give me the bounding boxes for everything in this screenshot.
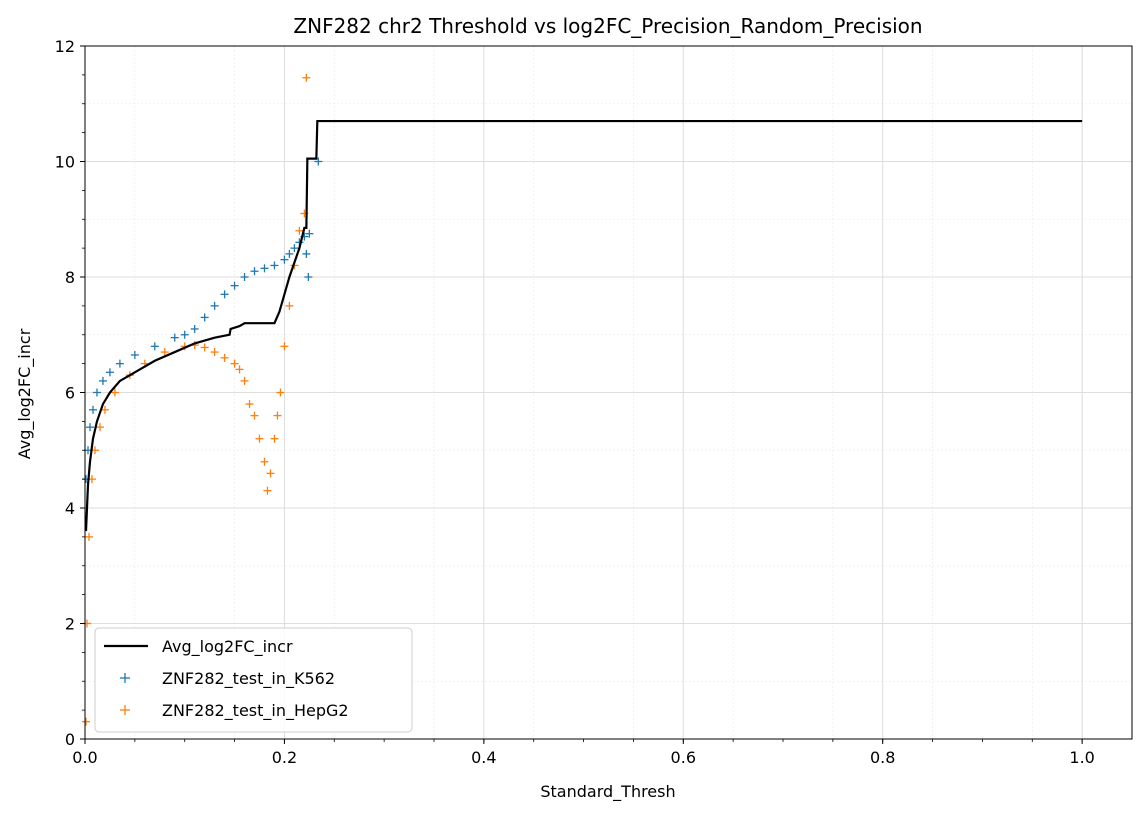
hepg2-point — [255, 434, 264, 443]
x-axis-label: Standard_Thresh — [540, 782, 675, 802]
legend-marker-hepg2 — [120, 705, 130, 715]
k562-point — [305, 229, 314, 238]
x-tick-label: 1.0 — [1069, 748, 1094, 767]
hepg2-point — [220, 353, 229, 362]
avg-log2fc-line — [84, 119, 1083, 532]
legend: Avg_log2FC_incr ZNF282_test_in_K562 ZNF2… — [94, 627, 413, 733]
x-tick-label: 0.2 — [272, 748, 297, 767]
plot-area — [81, 73, 1083, 726]
k562-point — [210, 301, 219, 310]
y-tick-label: 6 — [65, 384, 75, 403]
y-tick-label: 0 — [65, 730, 75, 749]
hepg2-point — [302, 73, 311, 82]
hepg2-series — [81, 73, 311, 726]
k562-point — [240, 273, 249, 281]
k562-point — [302, 249, 311, 258]
k562-point — [180, 330, 189, 339]
hepg2-point — [270, 434, 279, 443]
k562-point — [130, 350, 139, 359]
legend-label-avg: Avg_log2FC_incr — [162, 637, 293, 657]
k562-point — [285, 249, 294, 258]
hepg2-point — [276, 388, 285, 397]
hepg2-point — [84, 532, 93, 541]
legend-label-hepg2: ZNF282_test_in_HepG2 — [162, 701, 349, 721]
hepg2-point — [230, 359, 239, 368]
k562-point — [85, 423, 94, 432]
hepg2-point — [295, 226, 304, 235]
x-tick-label: 0.8 — [870, 748, 895, 767]
x-tick-label: 0.0 — [72, 748, 97, 767]
k562-point — [190, 324, 199, 333]
k562-point — [170, 333, 179, 342]
y-axis-label: Avg_log2FC_incr — [15, 328, 35, 459]
hepg2-point — [263, 486, 272, 495]
y-tick-label: 10 — [55, 153, 75, 172]
k562-point — [250, 267, 259, 276]
k562-point — [88, 405, 97, 414]
hepg2-point — [235, 365, 244, 374]
k562-point — [270, 261, 279, 270]
chart-title: ZNF282 chr2 Threshold vs log2FC_Precisio… — [293, 14, 922, 38]
k562-point — [98, 376, 107, 385]
k562-point — [92, 388, 101, 397]
hepg2-point — [110, 388, 119, 397]
hepg2-point — [100, 405, 109, 414]
ticks: 0.0 0.2 0.4 0.6 0.8 1.0 0 2 4 6 8 10 12 — [55, 37, 1095, 767]
hepg2-point — [250, 411, 259, 420]
k562-point — [314, 157, 323, 166]
k562-point — [260, 264, 269, 273]
hepg2-point — [273, 411, 282, 420]
k562-point — [304, 273, 313, 281]
x-tick-label: 0.4 — [471, 748, 496, 767]
legend-box — [94, 627, 413, 733]
hepg2-point — [240, 376, 249, 385]
hepg2-point — [266, 469, 275, 478]
y-tick-label: 12 — [55, 37, 75, 56]
k562-point — [105, 368, 114, 377]
hepg2-point — [260, 457, 269, 466]
k562-point — [115, 359, 124, 368]
hepg2-point — [200, 343, 209, 352]
k562-point — [280, 255, 289, 264]
k562-point — [220, 290, 229, 299]
k562-point — [290, 244, 299, 253]
hepg2-point — [245, 400, 254, 409]
legend-label-k562: ZNF282_test_in_K562 — [162, 669, 335, 689]
k562-point — [200, 313, 209, 322]
hepg2-point — [160, 348, 169, 357]
x-tick-label: 0.6 — [671, 748, 696, 767]
hepg2-point — [95, 423, 104, 432]
y-tick-label: 4 — [65, 499, 75, 518]
hepg2-point — [210, 348, 219, 357]
k562-point — [230, 281, 239, 290]
hepg2-point — [81, 717, 90, 726]
hepg2-point — [280, 342, 289, 351]
hepg2-point — [285, 301, 294, 310]
legend-marker-k562 — [120, 673, 130, 683]
y-tick-label: 2 — [65, 615, 75, 634]
k562-point — [150, 342, 159, 351]
y-tick-label: 8 — [65, 268, 75, 287]
